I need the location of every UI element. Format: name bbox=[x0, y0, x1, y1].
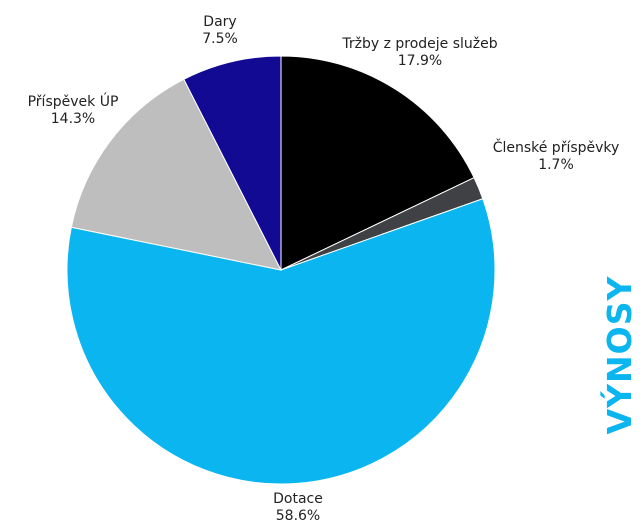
label-trzby: Tržby z prodeje služeb 17.9% bbox=[342, 36, 497, 70]
label-clenske-name: Členské příspěvky bbox=[492, 140, 620, 156]
label-clenske-value: 1.7% bbox=[538, 157, 574, 173]
label-clenske: Členské příspěvky 1.7% bbox=[493, 140, 620, 174]
label-prispevek-up: Příspěvek ÚP 14.3% bbox=[28, 94, 119, 128]
label-dary: Dary 7.5% bbox=[202, 14, 238, 48]
label-dotace-value: 58.6% bbox=[275, 508, 321, 524]
label-prispevek-up-name: Příspěvek ÚP bbox=[27, 94, 119, 110]
chart-title: VÝNOSY bbox=[600, 275, 639, 435]
label-dary-value: 7.5% bbox=[202, 31, 238, 47]
label-trzby-name: Tržby z prodeje služeb bbox=[342, 36, 498, 52]
label-trzby-value: 17.9% bbox=[397, 53, 443, 69]
pie-slice-0 bbox=[280, 55, 475, 271]
pie-slice-2 bbox=[66, 198, 496, 485]
label-prispevek-up-value: 14.3% bbox=[50, 111, 96, 127]
label-dotace-name: Dotace bbox=[273, 491, 323, 507]
label-dotace: Dotace 58.6% bbox=[273, 491, 323, 525]
pie-slice-4 bbox=[183, 55, 282, 271]
pie-slice-3 bbox=[70, 78, 282, 271]
label-dary-name: Dary bbox=[203, 14, 237, 30]
